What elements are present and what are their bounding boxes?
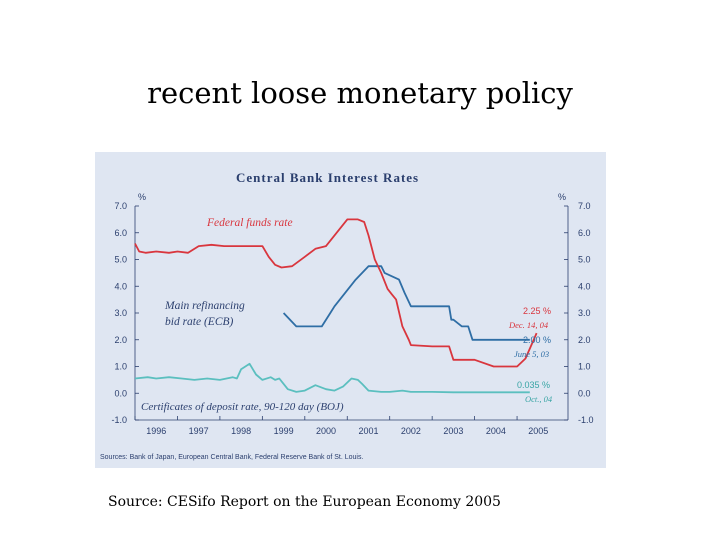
x-tick-label: 1996	[146, 426, 166, 436]
boj-series-label: Certificates of deposit rate, 90-120 day…	[141, 401, 344, 413]
plot-frame	[134, 206, 569, 421]
slide-caption: Source: CESifo Report on the European Ec…	[108, 494, 501, 510]
y-tick-label-left: 1.0	[114, 362, 127, 372]
chart-panel: Central Bank Interest Rates % % 7.0 6.0 5.…	[95, 152, 606, 468]
ecb-series-label-line1: Main refinancing	[164, 300, 245, 312]
x-ticks: 1996 1997 1998 1999 2000 2001 2002 2003 2004 2005	[134, 416, 548, 436]
chart-source: Sources: Bank of Japan, European Central…	[100, 454, 363, 461]
series-line-boj	[134, 362, 530, 394]
y-tick-label-right: 2.0	[578, 335, 591, 345]
y-tick-label-left: 2.0	[114, 335, 127, 345]
x-tick-label: 1998	[231, 426, 251, 436]
series-lines	[134, 218, 538, 394]
y-tick-label-left: 7.0	[114, 201, 127, 211]
y-tick-label-left: 0.0	[114, 388, 127, 398]
y-tick-label-right: 6.0	[578, 228, 591, 238]
y-tick-label-right: 3.0	[578, 308, 591, 318]
x-tick-label: 2001	[358, 426, 378, 436]
y-ticks-left: 7.0 6.0 5.0 4.0 3.0 2.0 1.0 0.0 -1.0	[111, 201, 139, 425]
y-ticks-right: 7.0 6.0 5.0 4.0 3.0 2.0 1.0 0.0 -1.0	[564, 201, 594, 425]
y-tick-label-right: 1.0	[578, 362, 591, 372]
fed-date-annotation: Dec. 14, 04	[508, 320, 549, 330]
x-tick-label: 2004	[486, 426, 506, 436]
slide-title: recent loose monetary policy	[147, 76, 573, 110]
chart-title: Central Bank Interest Rates	[236, 170, 419, 185]
series-line-fed	[134, 218, 538, 368]
y-tick-label-left: 3.0	[114, 308, 127, 318]
ecb-value-annotation: 2.00 %	[523, 335, 551, 345]
fed-series-label: Federal funds rate	[206, 217, 293, 229]
y-tick-label-left: -1.0	[111, 415, 127, 425]
y-tick-label-right: -1.0	[578, 415, 594, 425]
x-tick-label: 2003	[443, 426, 463, 436]
y-tick-label-left: 5.0	[114, 255, 127, 265]
boj-date-annotation: Oct., 04	[525, 394, 553, 404]
boj-value-annotation: 0.035 %	[517, 380, 550, 390]
x-tick-label: 2002	[401, 426, 421, 436]
x-tick-label: 2000	[316, 426, 336, 436]
ecb-date-annotation: June 5, 03	[514, 349, 549, 359]
x-tick-label: 1997	[189, 426, 209, 436]
y-tick-label-left: 4.0	[114, 281, 127, 291]
y-tick-label-right: 4.0	[578, 281, 591, 291]
y-tick-label-right: 0.0	[578, 388, 591, 398]
series-line-ecb	[282, 265, 530, 341]
x-tick-label: 2005	[528, 426, 548, 436]
y-tick-label-left: 6.0	[114, 228, 127, 238]
y-tick-label-right: 5.0	[578, 255, 591, 265]
y-unit-left: %	[138, 192, 146, 202]
y-tick-label-right: 7.0	[578, 201, 591, 211]
chart-svg: Central Bank Interest Rates % % 7.0 6.0 5.…	[100, 170, 594, 461]
x-tick-label: 1999	[274, 426, 294, 436]
ecb-series-label-line2: bid rate (ECB)	[165, 316, 234, 328]
y-unit-right: %	[558, 192, 566, 202]
fed-value-annotation: 2.25 %	[523, 306, 551, 316]
